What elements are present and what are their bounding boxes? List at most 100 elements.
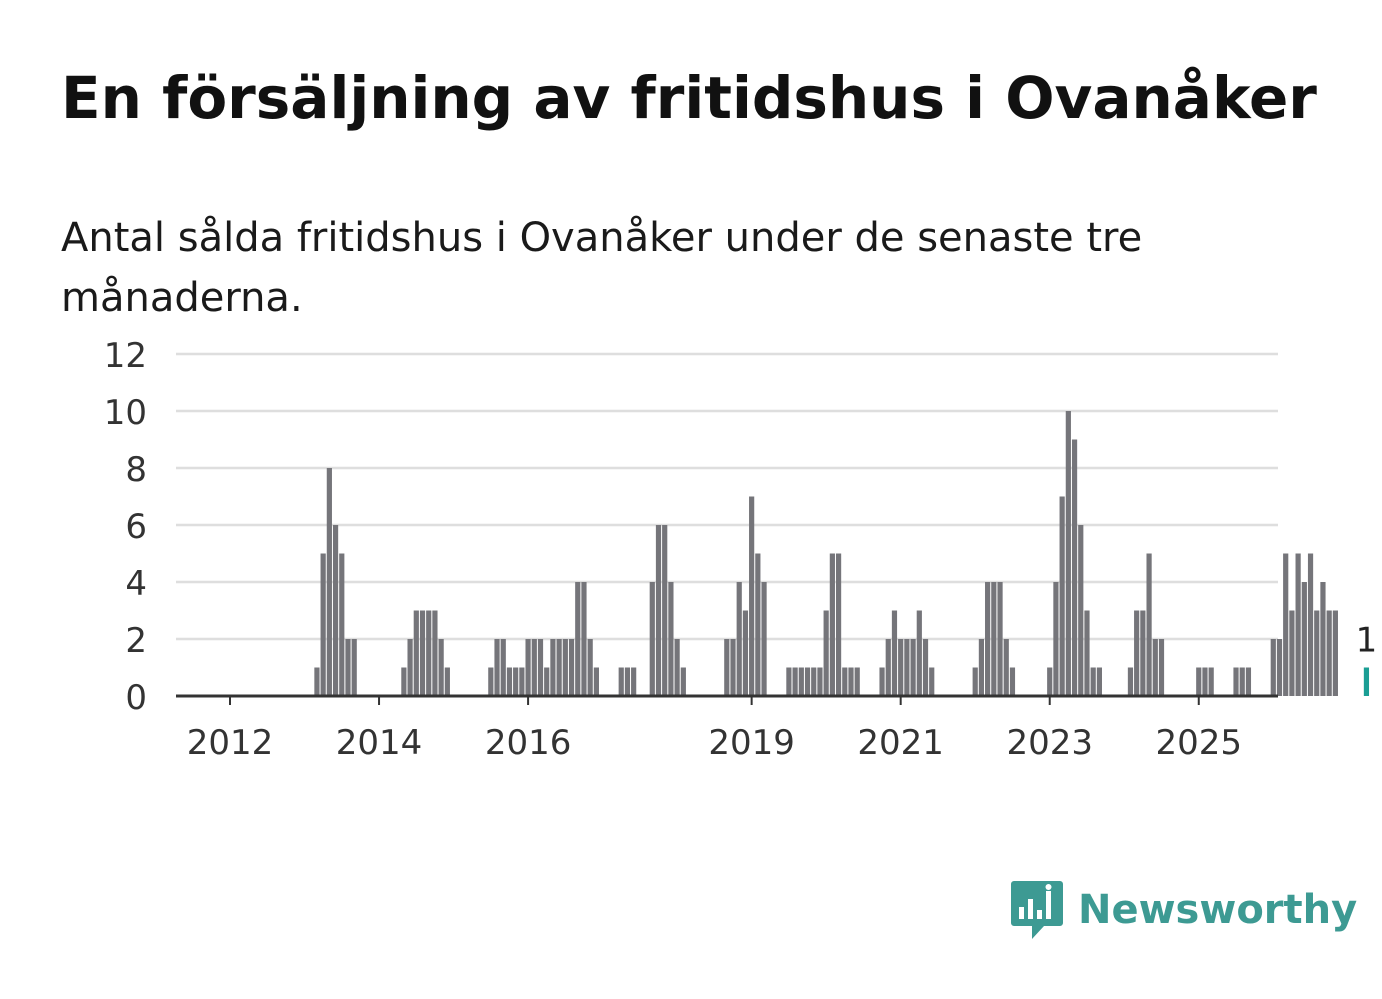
bar	[742, 610, 749, 696]
bar	[1059, 496, 1065, 696]
bar	[593, 667, 599, 696]
bar	[910, 639, 916, 696]
bar	[624, 667, 631, 696]
bar	[500, 639, 506, 696]
bar	[438, 639, 444, 696]
y-tick-label: 0	[125, 678, 147, 718]
bar	[922, 639, 929, 696]
bar	[761, 582, 767, 696]
y-tick-label: 10	[104, 393, 147, 433]
bar	[804, 667, 811, 696]
bar	[817, 667, 823, 696]
bar	[792, 667, 798, 696]
bar	[1090, 667, 1096, 696]
bar	[1289, 610, 1295, 696]
bar	[786, 667, 792, 696]
bar	[680, 667, 686, 696]
y-tick-label: 8	[125, 450, 147, 490]
bar	[885, 639, 891, 696]
bar	[1295, 553, 1301, 696]
bar	[1009, 667, 1016, 696]
bar	[525, 639, 531, 696]
bar	[494, 639, 500, 696]
bar	[972, 667, 978, 696]
bar	[1158, 639, 1165, 696]
bar	[842, 667, 848, 696]
bar	[730, 639, 736, 696]
bar	[1326, 610, 1332, 696]
bar	[314, 667, 320, 696]
bar	[898, 639, 904, 696]
bar	[332, 525, 339, 696]
bar	[1152, 639, 1158, 696]
bar	[320, 553, 326, 696]
bar	[513, 667, 519, 696]
bar	[674, 639, 680, 696]
brand-logo: Newsworthy	[1010, 878, 1357, 942]
bar	[848, 667, 854, 696]
bar	[1047, 667, 1053, 696]
bar	[655, 525, 662, 696]
bar	[1202, 667, 1208, 696]
bar	[997, 582, 1003, 696]
bar	[568, 639, 575, 696]
bar	[1146, 553, 1152, 696]
bar	[879, 667, 885, 696]
bar	[1332, 610, 1338, 696]
x-tick-label: 2019	[708, 723, 795, 763]
x-tick-label: 2014	[336, 723, 423, 763]
bar	[724, 639, 730, 696]
bar	[519, 667, 525, 696]
bar	[1270, 639, 1276, 696]
bar	[1071, 439, 1078, 696]
bar	[1140, 610, 1146, 696]
bar	[929, 667, 935, 696]
bar	[1208, 667, 1214, 696]
bar	[345, 639, 351, 696]
bar	[1196, 667, 1202, 696]
bar	[1127, 667, 1134, 696]
newsworthy-chat-bars-icon	[1011, 881, 1063, 939]
bar	[1301, 582, 1307, 696]
bar	[1233, 667, 1239, 696]
bar	[581, 582, 587, 696]
bar	[419, 610, 426, 696]
bar	[550, 639, 556, 696]
bar	[401, 667, 407, 696]
bar	[556, 639, 562, 696]
bar	[1307, 553, 1314, 696]
bar	[1078, 525, 1084, 696]
bar	[562, 639, 568, 696]
bar	[537, 639, 544, 696]
bar	[749, 496, 755, 696]
bar	[736, 582, 742, 696]
bar	[811, 667, 817, 696]
brand-name: Newsworthy	[1078, 887, 1358, 933]
bar	[618, 667, 624, 696]
bar	[426, 610, 432, 696]
bar	[991, 582, 997, 696]
chart-title: En försäljning av fritidshus i Ovanåker	[61, 64, 1317, 132]
bar	[798, 667, 804, 696]
bar	[904, 639, 910, 696]
y-tick-label: 12	[104, 336, 147, 376]
bar	[1239, 667, 1245, 696]
bar	[1084, 610, 1090, 696]
bar	[351, 639, 357, 696]
bar	[1003, 639, 1009, 696]
x-tick-label: 2016	[485, 723, 572, 763]
bar	[326, 468, 332, 696]
bar	[407, 639, 413, 696]
x-tick-label: 2025	[1155, 723, 1242, 763]
chart-subtitle: Antal sålda fritidshus i Ovanåker under …	[61, 215, 1143, 321]
bar	[1245, 667, 1252, 696]
bar	[575, 582, 581, 696]
bar	[444, 667, 450, 696]
bar	[755, 553, 761, 696]
bar	[829, 553, 835, 696]
bar	[1053, 582, 1059, 696]
bar	[506, 667, 513, 696]
bar	[1276, 639, 1283, 696]
bar	[1065, 411, 1071, 696]
